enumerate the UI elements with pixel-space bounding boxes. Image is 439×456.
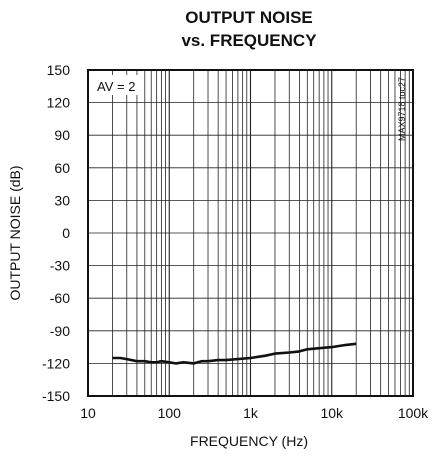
y-tick-label: 120: [47, 95, 71, 111]
noise-series-line: [112, 342, 357, 365]
x-tick-labels: 10 100 1k 10k 100k: [80, 405, 429, 421]
y-tick-label: -120: [42, 355, 70, 371]
side-label: MAX9718 toc27: [397, 77, 407, 141]
x-axis-label: FREQUENCY (Hz): [190, 433, 308, 449]
gain-annotation-text: AV = 2: [97, 79, 135, 94]
y-tick-labels: 150 120 90 60 30 0 -30 -60 -90 -120 -150: [42, 62, 70, 404]
x-tick-label: 100: [158, 405, 182, 421]
x-tick-label: 10k: [320, 405, 344, 421]
y-tick-label: 30: [54, 192, 70, 208]
plot-frame: [87, 69, 414, 397]
x-tick-label: 1k: [243, 405, 259, 421]
y-tick-label: 90: [54, 127, 70, 143]
y-tick-label: -150: [42, 388, 70, 404]
chart-title-line2: vs. FREQUENCY: [181, 31, 317, 50]
grid: [88, 70, 413, 396]
y-tick-label: -60: [50, 290, 70, 306]
series-layer: [112, 342, 357, 365]
y-tick-label: 0: [62, 225, 70, 241]
y-tick-label: 150: [47, 62, 71, 78]
gain-annotation-background: [92, 75, 142, 95]
y-axis-label: OUTPUT NOISE (dB): [7, 165, 23, 300]
chart-title-line1: OUTPUT NOISE: [185, 8, 313, 27]
x-tick-label: 100k: [398, 405, 429, 421]
y-tick-label: -30: [50, 258, 70, 274]
y-tick-label: 60: [54, 160, 70, 176]
y-tick-label: -90: [50, 323, 70, 339]
x-tick-label: 10: [80, 405, 96, 421]
gain-annotation: AV = 2: [92, 75, 142, 95]
